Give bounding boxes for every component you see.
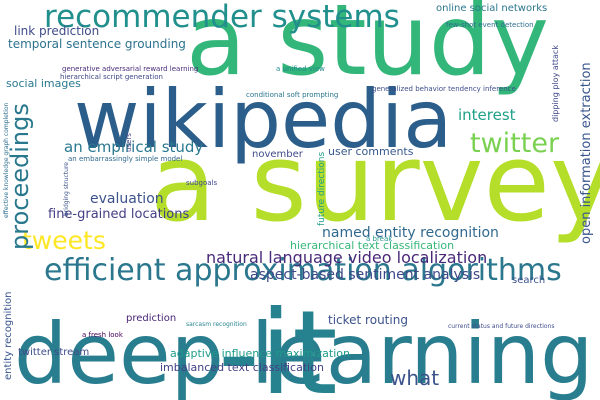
word-conditional-soft-prompting: conditional soft prompting	[246, 91, 339, 99]
word-november: november	[252, 149, 303, 160]
word-it: -it	[218, 286, 338, 400]
word-online-social-networks: online social networks	[436, 3, 548, 14]
word-future-directions: future directions	[317, 151, 327, 226]
word-effective-knowledge-graph-completion: effective knowledge graph completion	[3, 102, 10, 218]
word-a-study: a study	[186, 0, 550, 98]
word-user-comments: user comments	[328, 145, 414, 158]
word-a-survey: a survey	[150, 121, 600, 246]
word-a-break: a break	[366, 235, 393, 243]
word-dipping-ploy-attack: dipping ploy attack	[551, 45, 560, 122]
word-natural-language-video-localization: natural language video localization	[206, 248, 488, 267]
word-an-empirical-study: an empirical study	[64, 138, 204, 156]
word-fine-grained-locations: fine-grained locations	[48, 207, 190, 222]
word-generative-adversarial-reward-learning: generative adversarial reward learning	[62, 65, 199, 73]
word-users: users	[125, 133, 133, 152]
word-deep-learning: deep learning	[14, 305, 594, 400]
word-few-shot-event-detection: few-shot event detection	[446, 21, 534, 29]
word-hierarchical-script-generation: hierarchical script generation	[60, 73, 163, 81]
word-temporal-sentence-grounding: temporal sentence grounding	[8, 37, 186, 51]
word-aspect-based-sentiment-analysis: aspect-based sentiment analysis	[250, 267, 481, 283]
word-ticket-routing: ticket routing	[328, 313, 408, 327]
word-tweets: tweets	[22, 226, 106, 255]
word-generalized-behavior-tendency-inference: generalized behavior tendency inference	[372, 85, 516, 93]
word-twitter: twitter	[470, 128, 560, 159]
word-link-prediction: link prediction	[14, 24, 100, 38]
word-proceedings: proceedings	[6, 103, 34, 250]
word-sarcasm-recognition: sarcasm recognition	[186, 321, 247, 328]
word-a-unified-view: a unified view	[276, 65, 325, 73]
word-what: what	[390, 366, 440, 390]
word-bridging-structure: bridging structure	[63, 162, 70, 216]
word-prediction: prediction	[126, 313, 177, 324]
word-a-fresh-look: a fresh look	[82, 331, 123, 339]
word-efficient-approximation-algorithms: efficient approximation algorithms	[44, 253, 562, 288]
word-named-entity-recognition: named entity recognition	[322, 225, 499, 241]
word-search: search	[512, 275, 546, 286]
word-an-embarrassingly-simple-model: an embarrassingly simple model	[68, 155, 183, 163]
word-recommender-systems: recommender systems	[44, 0, 400, 35]
word-interest: interest	[458, 106, 516, 124]
word-entity-recognition: entity recognition	[3, 291, 14, 381]
word-hierarchical-text-classification: hierarchical text classification	[290, 239, 455, 252]
word-open-information-extraction: open information extraction	[579, 62, 594, 244]
word-social-images: social images	[6, 77, 81, 90]
word-adaptive-influence-maximization: adaptive influence maximization	[170, 347, 350, 360]
word-current-status-and-future-directions: current status and future directions	[448, 323, 555, 330]
word-imbalanced-text-classification: imbalanced text classification	[160, 361, 324, 374]
word-subgoals: subgoals	[186, 179, 218, 187]
word-twitter-stream: twitter stream	[18, 347, 90, 358]
word-wikipedia: wikipedia	[74, 73, 453, 166]
word-evaluation: evaluation	[90, 191, 164, 207]
